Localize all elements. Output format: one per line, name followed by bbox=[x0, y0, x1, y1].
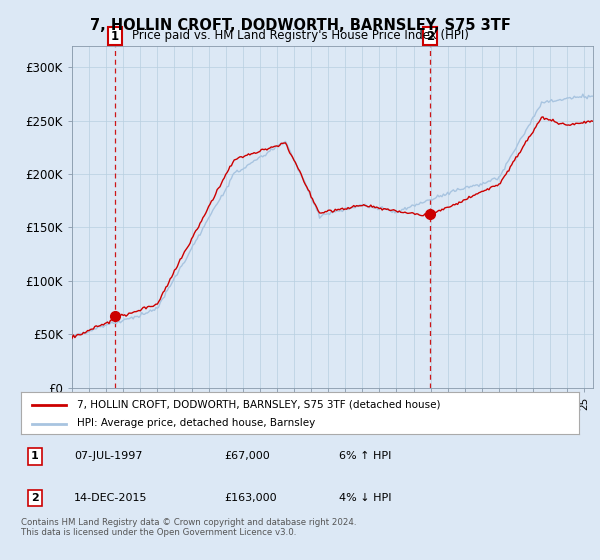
Text: 7, HOLLIN CROFT, DODWORTH, BARNSLEY, S75 3TF: 7, HOLLIN CROFT, DODWORTH, BARNSLEY, S75… bbox=[89, 18, 511, 33]
Text: Contains HM Land Registry data © Crown copyright and database right 2024.
This d: Contains HM Land Registry data © Crown c… bbox=[21, 518, 356, 538]
Text: 2: 2 bbox=[425, 30, 434, 43]
Text: 14-DEC-2015: 14-DEC-2015 bbox=[74, 493, 148, 503]
Text: 4% ↓ HPI: 4% ↓ HPI bbox=[339, 493, 392, 503]
Text: 7, HOLLIN CROFT, DODWORTH, BARNSLEY, S75 3TF (detached house): 7, HOLLIN CROFT, DODWORTH, BARNSLEY, S75… bbox=[77, 400, 440, 409]
Text: 1: 1 bbox=[111, 30, 119, 43]
Text: £67,000: £67,000 bbox=[224, 451, 271, 461]
Text: Price paid vs. HM Land Registry's House Price Index (HPI): Price paid vs. HM Land Registry's House … bbox=[131, 29, 469, 42]
Text: 07-JUL-1997: 07-JUL-1997 bbox=[74, 451, 143, 461]
Text: 2: 2 bbox=[31, 493, 39, 503]
Text: 1: 1 bbox=[31, 451, 39, 461]
Text: 6% ↑ HPI: 6% ↑ HPI bbox=[339, 451, 391, 461]
Text: £163,000: £163,000 bbox=[224, 493, 277, 503]
Text: HPI: Average price, detached house, Barnsley: HPI: Average price, detached house, Barn… bbox=[77, 418, 315, 428]
